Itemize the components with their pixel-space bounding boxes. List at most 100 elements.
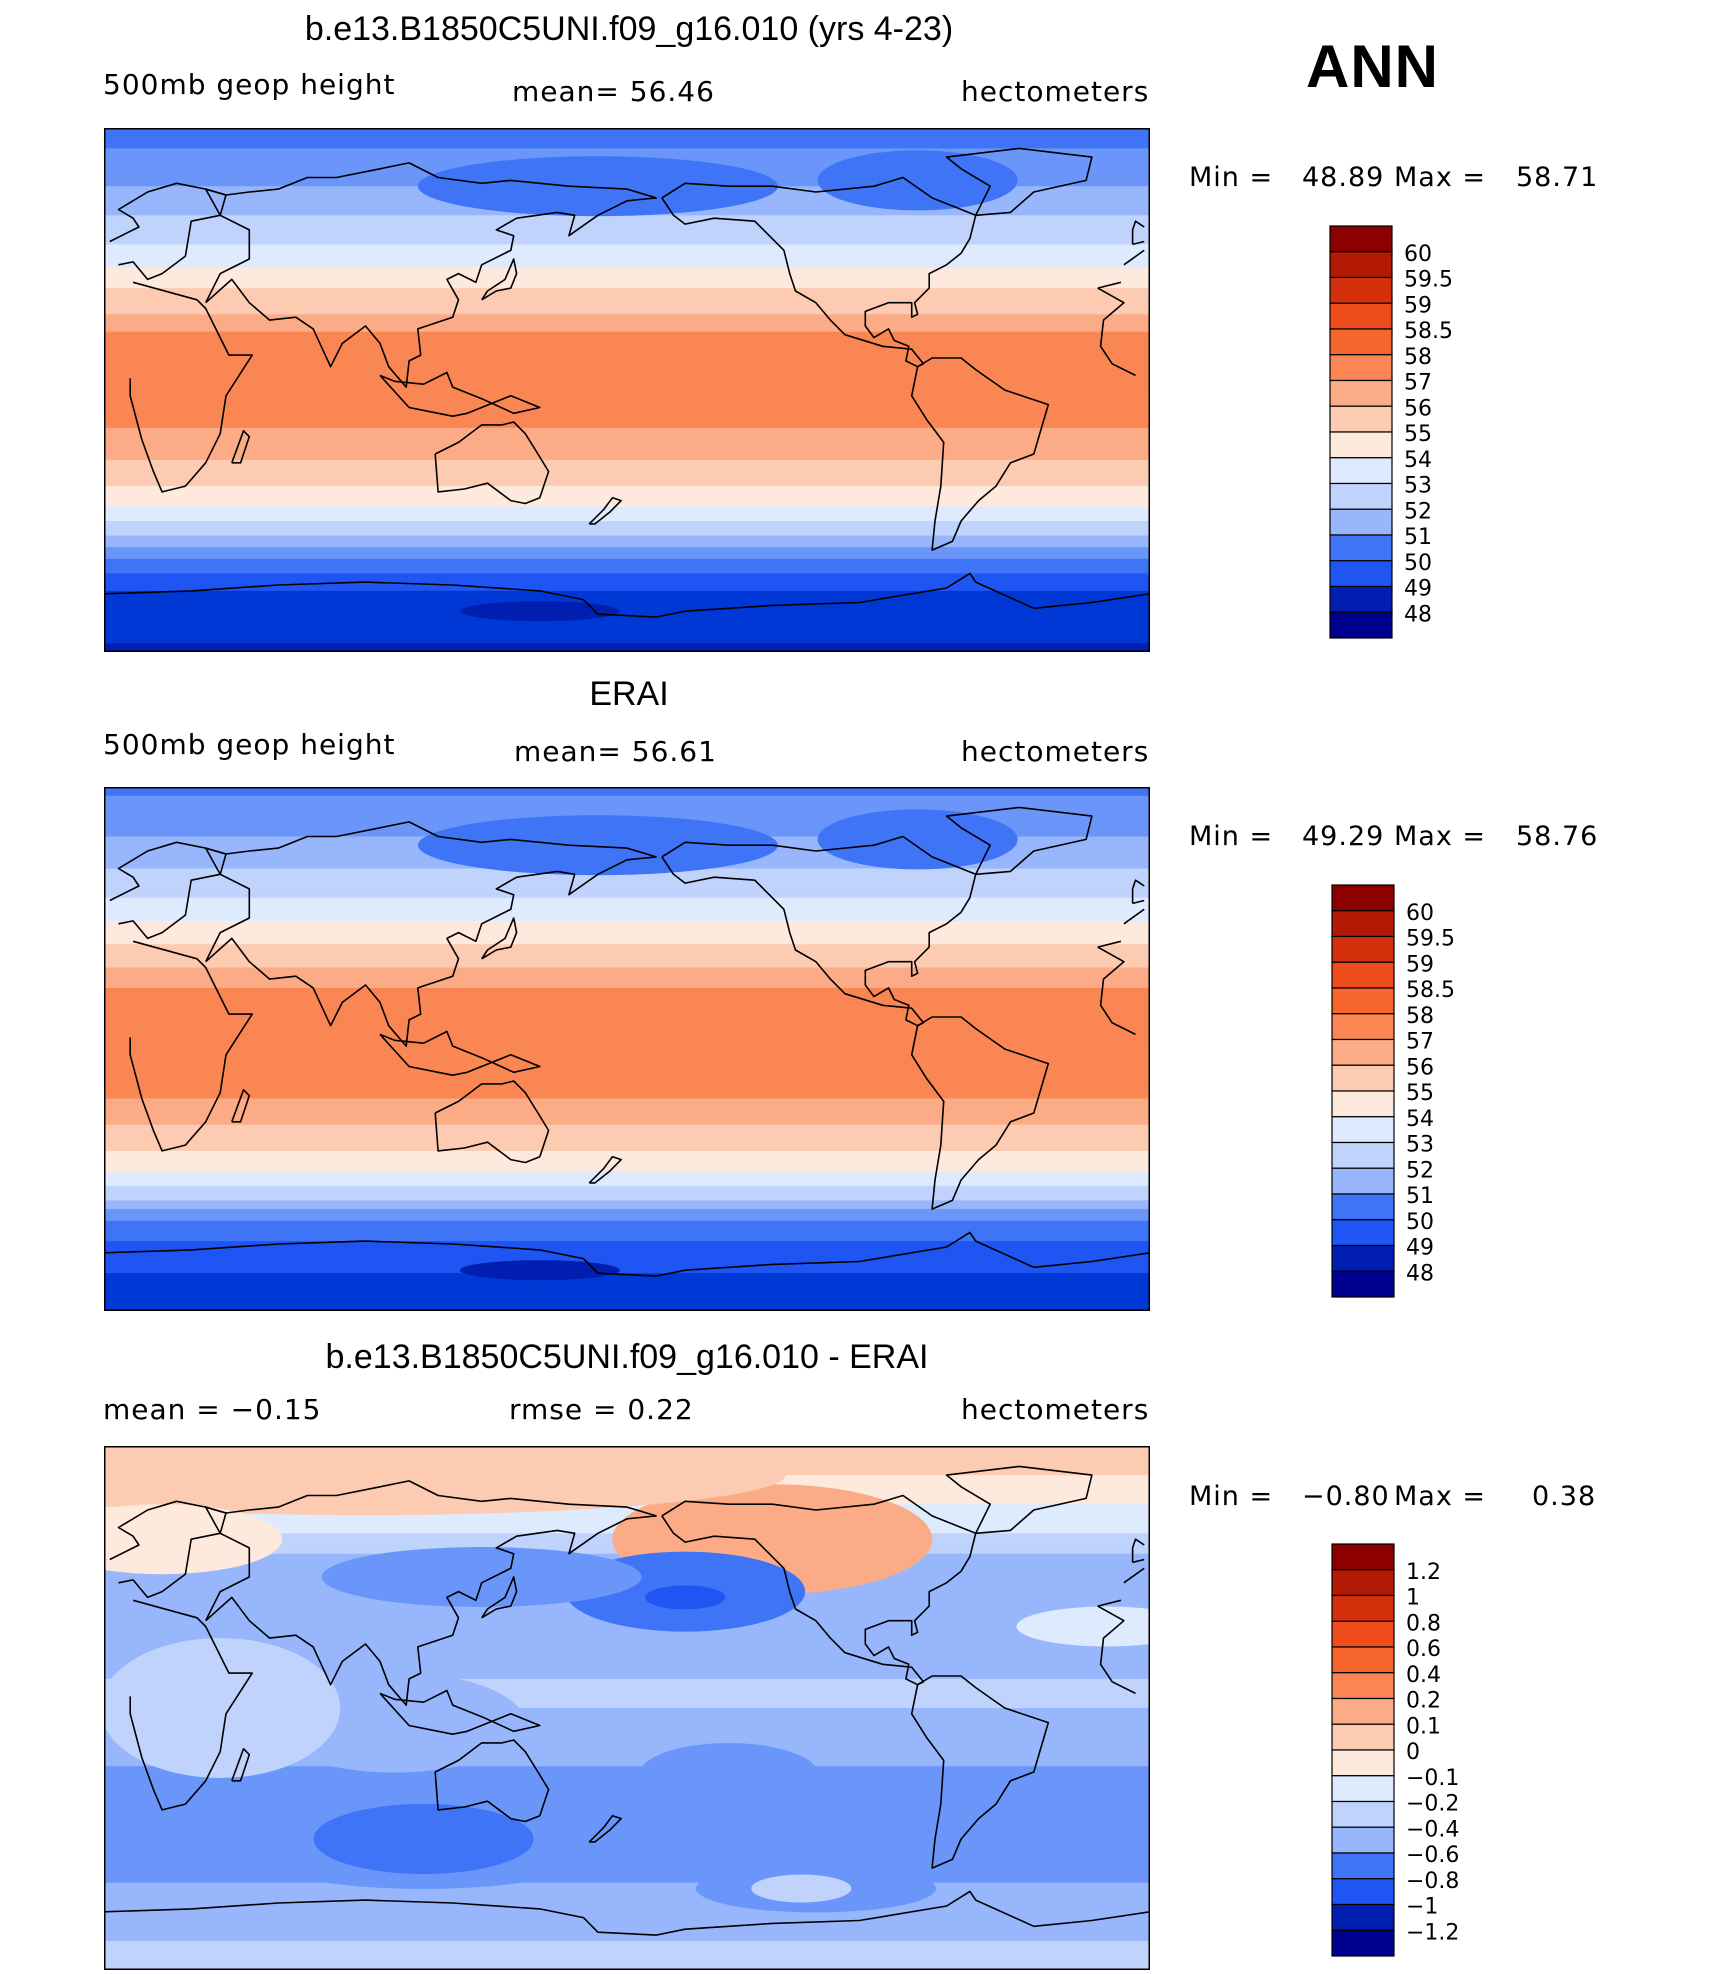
panel-1-map bbox=[104, 128, 1150, 652]
field-band bbox=[104, 1095, 1150, 1100]
coastline-9 bbox=[481, 258, 518, 301]
field-band bbox=[104, 1290, 1150, 1295]
field-band bbox=[104, 1897, 1150, 1901]
field-band bbox=[104, 567, 1150, 572]
coastline-5 bbox=[910, 1016, 1050, 1210]
field-band bbox=[104, 448, 1150, 452]
field-band bbox=[104, 990, 1150, 995]
field-band bbox=[104, 451, 1150, 455]
field-band bbox=[104, 877, 1150, 881]
field-band bbox=[104, 1104, 1150, 1108]
colorbar-tick-label: −0.4 bbox=[1406, 1817, 1459, 1842]
field-band bbox=[104, 343, 1150, 347]
field-band bbox=[104, 238, 1150, 243]
field-band bbox=[104, 1217, 1150, 1222]
field-band bbox=[104, 1145, 1150, 1149]
field-band bbox=[104, 314, 1150, 318]
field-band bbox=[104, 1745, 1150, 1750]
field-region bbox=[817, 809, 1018, 870]
field-band bbox=[104, 1798, 1150, 1802]
field-band bbox=[104, 1812, 1150, 1817]
coastline-4 bbox=[945, 147, 1093, 217]
anomaly-region bbox=[313, 1804, 534, 1874]
field-band bbox=[104, 1710, 1150, 1715]
field-band bbox=[104, 483, 1150, 487]
anomaly-region bbox=[104, 1638, 341, 1778]
colorbar-box bbox=[1329, 354, 1393, 382]
field-band bbox=[104, 787, 1150, 791]
field-band bbox=[104, 1914, 1150, 1919]
field-region bbox=[459, 1260, 620, 1281]
coastline-2 bbox=[204, 821, 657, 1047]
field-band bbox=[104, 1165, 1150, 1169]
field-band bbox=[104, 1763, 1150, 1767]
field-band bbox=[104, 433, 1150, 438]
field-band bbox=[104, 1136, 1150, 1140]
field-band bbox=[104, 813, 1150, 817]
colorbar-tick-label: 0.2 bbox=[1406, 1689, 1441, 1714]
colorbar-box bbox=[1331, 1749, 1395, 1777]
field-band bbox=[104, 1200, 1150, 1204]
colorbar-tick-label: −0.1 bbox=[1406, 1766, 1459, 1791]
coastline-12 bbox=[231, 430, 251, 464]
colorbar-tick-label: 58.5 bbox=[1406, 978, 1455, 1003]
panel-3-units: hectometers bbox=[961, 1393, 1150, 1426]
colorbar-tick-label: 51 bbox=[1406, 1184, 1434, 1209]
field-band bbox=[104, 637, 1150, 641]
colorbar-box bbox=[1331, 1723, 1395, 1751]
coastlines bbox=[104, 1465, 1150, 1970]
field-band bbox=[104, 1014, 1150, 1018]
field-band bbox=[104, 1920, 1150, 1925]
panel-3-max-label: Max = bbox=[1394, 1481, 1487, 1512]
coastline-12 bbox=[231, 1748, 251, 1782]
field-band bbox=[104, 1037, 1150, 1041]
field-band bbox=[104, 1952, 1150, 1957]
field-band bbox=[104, 1827, 1150, 1831]
anomaly-region bbox=[751, 1874, 852, 1903]
field-band bbox=[104, 1684, 1150, 1689]
anomaly-region bbox=[104, 1446, 786, 1516]
panel-2-max-label: Max = bbox=[1394, 821, 1487, 852]
field-band bbox=[104, 1868, 1150, 1872]
anomaly-region bbox=[104, 1504, 283, 1575]
colorbar-box bbox=[1331, 1193, 1395, 1221]
colorbar-box bbox=[1329, 508, 1393, 536]
panel-1-max-value: 58.71 bbox=[1516, 162, 1599, 193]
coastlines bbox=[104, 806, 1150, 1311]
field-band bbox=[104, 923, 1150, 928]
colorbar-tick-label: 55 bbox=[1404, 422, 1432, 447]
field-band bbox=[104, 1876, 1150, 1881]
colorbar-tick-label: 57 bbox=[1404, 371, 1432, 396]
field-band bbox=[104, 1905, 1150, 1910]
colorbar-box bbox=[1331, 1090, 1395, 1118]
field-band bbox=[104, 337, 1150, 342]
field-band bbox=[104, 915, 1150, 919]
field-band bbox=[104, 1092, 1150, 1097]
colorbar-tick-label: 51 bbox=[1404, 525, 1432, 550]
field-band bbox=[104, 320, 1150, 324]
field-band bbox=[104, 293, 1150, 298]
field-band bbox=[104, 145, 1150, 149]
colorbar-box bbox=[1331, 1903, 1395, 1931]
field-band bbox=[104, 1655, 1150, 1660]
field-band bbox=[104, 1885, 1150, 1890]
field-band bbox=[104, 1871, 1150, 1875]
field-band bbox=[104, 1740, 1150, 1744]
field-band bbox=[104, 1937, 1150, 1942]
colorbar-tick-label: 56 bbox=[1404, 396, 1432, 421]
anomaly-region bbox=[321, 1547, 642, 1607]
field-band bbox=[104, 436, 1150, 441]
field-band bbox=[104, 1731, 1150, 1735]
field-band bbox=[104, 1081, 1150, 1085]
field-band bbox=[104, 1264, 1150, 1268]
field-band bbox=[104, 950, 1150, 954]
field-band bbox=[104, 885, 1150, 890]
field-band bbox=[104, 1900, 1150, 1904]
colorbar-tick-label: 48 bbox=[1406, 1261, 1434, 1286]
field-band bbox=[104, 631, 1150, 636]
field-band bbox=[104, 544, 1150, 548]
field-band bbox=[104, 596, 1150, 601]
field-region bbox=[459, 601, 620, 622]
colorbar-box bbox=[1331, 1697, 1395, 1725]
field-band bbox=[104, 130, 1150, 135]
